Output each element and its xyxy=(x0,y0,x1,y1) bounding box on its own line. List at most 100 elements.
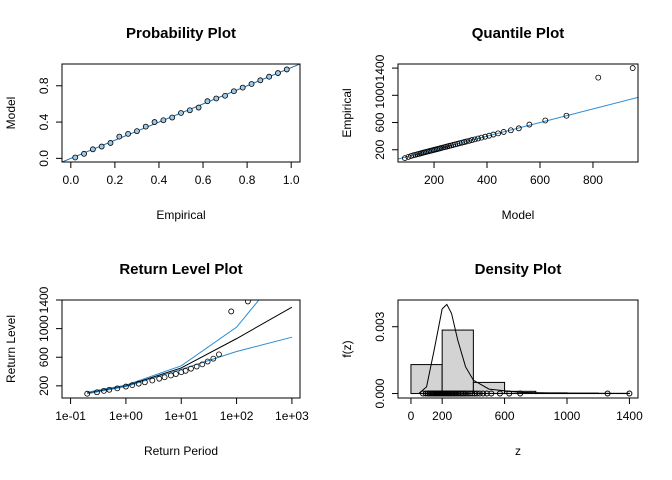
point xyxy=(283,66,290,73)
point xyxy=(500,129,507,135)
y-tick-label: 1000 xyxy=(373,82,387,109)
x-tick-label: 1e+00 xyxy=(109,409,143,423)
point xyxy=(156,375,163,382)
point xyxy=(469,137,475,143)
x-tick-label: 600 xyxy=(530,173,550,187)
point xyxy=(401,155,408,162)
point xyxy=(151,119,158,125)
y-tick-label: 1000 xyxy=(37,315,51,342)
point xyxy=(81,150,87,157)
point xyxy=(210,355,217,362)
x-tick-label: 1.0 xyxy=(283,173,300,187)
panel-title: Quantile Plot xyxy=(472,25,565,42)
rug-point xyxy=(464,390,471,397)
point xyxy=(542,117,549,124)
plot-area xyxy=(62,64,300,162)
point xyxy=(526,121,533,128)
reference-line xyxy=(398,96,638,160)
point xyxy=(98,143,105,150)
y-tick-label: 600 xyxy=(37,347,51,367)
line xyxy=(87,336,293,395)
plot-box xyxy=(397,63,639,163)
point xyxy=(507,127,514,134)
point xyxy=(466,137,473,144)
y-tick-label: 200 xyxy=(373,139,387,159)
point xyxy=(141,379,148,386)
rug-point xyxy=(496,390,503,397)
point xyxy=(475,135,481,142)
point xyxy=(84,390,91,397)
point xyxy=(266,73,273,80)
point xyxy=(178,110,184,116)
point xyxy=(169,114,176,121)
panel-title: Density Plot xyxy=(475,261,562,278)
y-axis-label: Model xyxy=(4,97,18,130)
plot-box xyxy=(397,299,639,399)
point xyxy=(230,88,237,95)
x-tick-label: 1400 xyxy=(616,409,643,423)
x-tick-label: 600 xyxy=(495,409,515,423)
rug-point xyxy=(463,390,470,397)
point xyxy=(114,385,121,392)
point xyxy=(629,65,636,71)
point xyxy=(204,98,211,105)
plot-area xyxy=(410,303,633,397)
x-axis-label: z xyxy=(515,444,521,458)
point xyxy=(471,136,478,143)
point xyxy=(515,125,522,132)
x-tick-label: 400 xyxy=(477,173,497,187)
point xyxy=(149,377,156,384)
point xyxy=(193,363,200,370)
rug-point xyxy=(488,390,495,397)
rug-point xyxy=(473,390,480,397)
point xyxy=(125,130,132,137)
x-axis-label: Model xyxy=(502,208,535,222)
y-tick-label: 0.8 xyxy=(37,77,51,94)
point xyxy=(94,389,100,396)
y-tick-label: 0.0 xyxy=(37,150,51,167)
point xyxy=(182,367,189,374)
point xyxy=(495,130,502,137)
point xyxy=(134,128,140,135)
point xyxy=(167,372,174,379)
y-tick-label: 1400 xyxy=(373,54,387,81)
rug-point xyxy=(517,390,524,397)
point xyxy=(275,70,281,76)
point xyxy=(478,134,485,141)
point xyxy=(135,380,142,387)
point xyxy=(204,358,211,365)
panel: Density Plot z f(z) 0 200 600 1000 1400 0.000 0.0… xyxy=(340,261,643,458)
point xyxy=(222,92,228,99)
panel-title: Probability Plot xyxy=(126,25,236,42)
plot-area xyxy=(398,65,638,162)
panel-title: Return Level Plot xyxy=(119,261,242,278)
x-tick-label: 800 xyxy=(583,173,603,187)
point xyxy=(213,95,220,102)
rug-point xyxy=(476,390,483,397)
x-axis-label: Return Period xyxy=(144,444,218,458)
point xyxy=(216,351,222,358)
x-tick-label: 200 xyxy=(432,409,452,423)
point xyxy=(129,382,136,389)
y-tick-label: 1400 xyxy=(37,286,51,313)
line xyxy=(87,300,260,393)
line xyxy=(87,306,293,394)
panel: Quantile Plot Model Empirical 200 400 600 800 2… xyxy=(340,25,639,222)
y-tick-label: 600 xyxy=(373,112,387,132)
point xyxy=(244,300,251,305)
point xyxy=(188,365,194,372)
point xyxy=(405,153,412,160)
point xyxy=(563,112,570,119)
point xyxy=(482,133,489,140)
point xyxy=(106,386,113,393)
rug-point xyxy=(480,390,487,397)
x-tick-label: 0.0 xyxy=(62,173,79,187)
plot-box xyxy=(61,63,301,163)
plot-area xyxy=(84,300,293,397)
point xyxy=(257,77,264,84)
y-tick-label: 0.000 xyxy=(373,378,387,408)
y-tick-label: 200 xyxy=(37,376,51,396)
x-tick-label: 1e+01 xyxy=(164,409,198,423)
point xyxy=(160,117,167,124)
